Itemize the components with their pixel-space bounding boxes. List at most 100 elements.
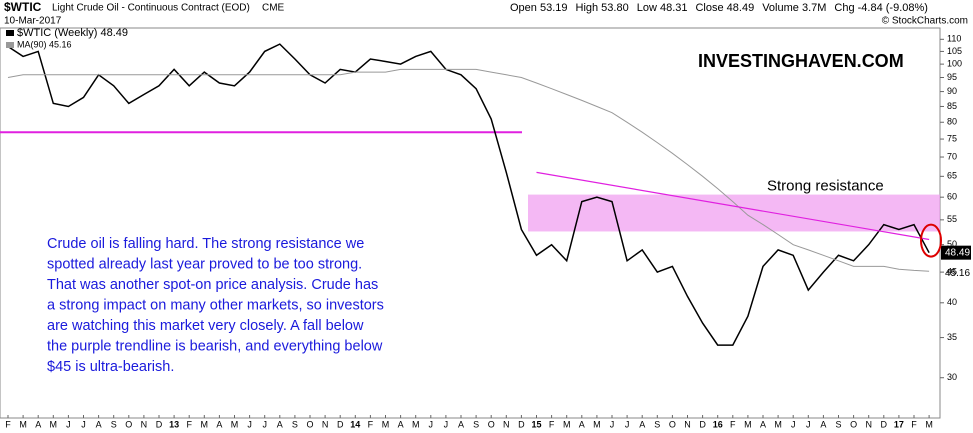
x-tick-label: N xyxy=(503,419,510,429)
y-tick-label: 110 xyxy=(947,34,961,44)
y-tick-label: 75 xyxy=(947,133,957,143)
x-tick-label: 14 xyxy=(350,419,360,429)
x-tick-label: A xyxy=(277,419,283,429)
stat: High 53.80 xyxy=(576,2,629,14)
x-tick-label: 15 xyxy=(531,419,541,429)
y-tick-label: 60 xyxy=(947,192,957,202)
x-tick-label: N xyxy=(865,419,872,429)
x-tick-label: S xyxy=(111,419,117,429)
x-tick-label: J xyxy=(806,419,811,429)
note-line: spotted already last year proved to be t… xyxy=(47,256,362,272)
stat: Volume 3.7M xyxy=(762,2,826,14)
stat: Chg -4.84 (-9.08%) xyxy=(834,2,928,14)
watermark: INVESTINGHAVEN.COM xyxy=(698,51,904,71)
y-tick-label: 85 xyxy=(947,101,957,111)
x-tick-label: M xyxy=(50,419,58,429)
legend-swatch xyxy=(6,30,14,36)
y-tick-label: 95 xyxy=(947,72,957,82)
stat: Low 48.31 xyxy=(637,2,688,14)
x-tick-label: D xyxy=(518,419,525,429)
y-tick-label: 30 xyxy=(947,372,957,382)
legend-entry: MA(90) 45.16 xyxy=(17,39,72,49)
x-tick-label: A xyxy=(639,419,645,429)
x-tick-label: J xyxy=(625,419,630,429)
x-tick-label: A xyxy=(398,419,404,429)
x-tick-label: S xyxy=(654,419,660,429)
x-tick-label: M xyxy=(744,419,752,429)
y-tick-label: 90 xyxy=(947,86,957,96)
x-tick-label: 17 xyxy=(894,419,904,429)
x-tick-label: J xyxy=(66,419,71,429)
x-tick-label: O xyxy=(488,419,495,429)
price-line xyxy=(7,43,930,346)
y-tick-label: 105 xyxy=(947,46,962,56)
last-value: 48.49 xyxy=(945,247,970,258)
x-tick-label: 13 xyxy=(169,419,179,429)
x-tick-label: J xyxy=(791,419,796,429)
x-tick-label: A xyxy=(96,419,102,429)
x-tick-label: A xyxy=(820,419,826,429)
x-tick-label: D xyxy=(156,419,163,429)
y-tick-label: 80 xyxy=(947,117,957,127)
y-tick-label: 40 xyxy=(947,297,957,307)
note-line: a strong impact on many other markets, s… xyxy=(47,297,384,313)
x-tick-label: S xyxy=(835,419,841,429)
x-tick-label: M xyxy=(593,419,601,429)
legend-entry: $WTIC (Weekly) 48.49 xyxy=(17,27,128,39)
x-tick-label: N xyxy=(684,419,691,429)
x-tick-label: O xyxy=(125,419,132,429)
date: 10-Mar-2017 xyxy=(4,16,62,27)
x-tick-label: D xyxy=(881,419,888,429)
resistance-band xyxy=(528,194,940,232)
x-tick-label: F xyxy=(5,419,11,429)
stat: Open 53.19 xyxy=(510,2,568,14)
x-tick-label: J xyxy=(247,419,252,429)
price-line xyxy=(7,68,930,272)
y-tick-label: 70 xyxy=(947,151,957,161)
x-tick-label: M xyxy=(412,419,420,429)
x-tick-label: 16 xyxy=(713,419,723,429)
x-tick-label: D xyxy=(699,419,706,429)
y-tick-label: 65 xyxy=(947,171,957,181)
x-tick-label: M xyxy=(382,419,390,429)
x-tick-label: F xyxy=(911,419,917,429)
x-tick-label: N xyxy=(322,419,329,429)
x-tick-label: A xyxy=(760,419,766,429)
y-tick-label: 100 xyxy=(947,59,962,69)
exchange: CME xyxy=(262,3,285,14)
x-tick-label: F xyxy=(549,419,555,429)
x-tick-label: M xyxy=(563,419,571,429)
chart-title: $WTIC xyxy=(4,0,42,14)
y-tick-label: 35 xyxy=(947,332,957,342)
x-tick-label: M xyxy=(925,419,933,429)
chart-subtitle: Light Crude Oil - Continuous Contract (E… xyxy=(52,3,250,14)
x-tick-label: A xyxy=(458,419,464,429)
y-tick-label: 45 xyxy=(947,266,957,276)
x-tick-label: M xyxy=(231,419,239,429)
highlight-circle xyxy=(920,223,942,258)
x-tick-label: M xyxy=(774,419,782,429)
band-label: Strong resistance xyxy=(767,178,884,195)
y-tick-label: 55 xyxy=(947,214,957,224)
x-tick-label: J xyxy=(444,419,449,429)
x-tick-label: F xyxy=(186,419,192,429)
y-tick-label: 50 xyxy=(947,239,957,249)
x-tick-label: S xyxy=(292,419,298,429)
ma-last-value: 45.16 xyxy=(945,268,970,279)
note-line: the purple trendline is bearish, and eve… xyxy=(47,338,383,354)
x-tick-label: M xyxy=(201,419,209,429)
note-line: $45 is ultra-bearish. xyxy=(47,359,174,375)
note-line: are watching this market very closely. A… xyxy=(47,318,364,334)
x-tick-label: S xyxy=(473,419,479,429)
x-tick-label: D xyxy=(337,419,344,429)
note-line: That was another spot-on price analysis.… xyxy=(47,277,378,293)
x-tick-label: F xyxy=(368,419,374,429)
x-tick-label: N xyxy=(141,419,148,429)
x-tick-label: J xyxy=(429,419,434,429)
x-tick-label: M xyxy=(19,419,27,429)
x-tick-label: O xyxy=(669,419,676,429)
x-tick-label: O xyxy=(850,419,857,429)
x-tick-label: J xyxy=(262,419,267,429)
note-line: Crude oil is falling hard. The strong re… xyxy=(47,236,364,252)
